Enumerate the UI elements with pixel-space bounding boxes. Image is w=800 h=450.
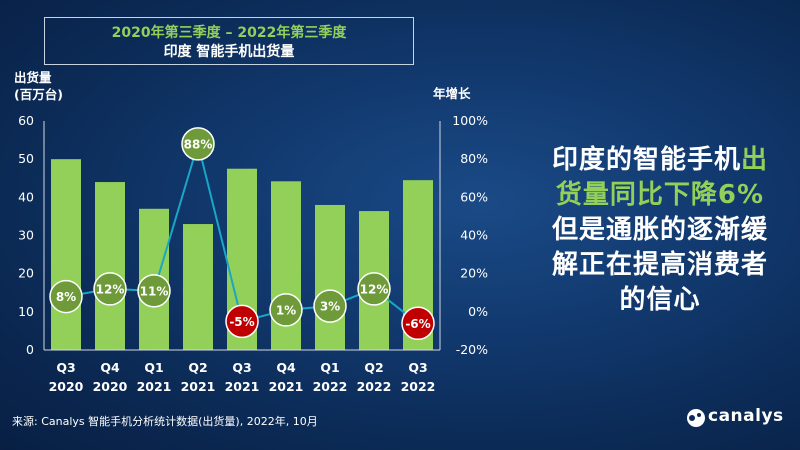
x-tick-label-year: 2021 [225,379,260,394]
growth-marker [93,272,127,306]
x-tick-label: Q1 [144,360,163,375]
y-tick-label: 30 [18,228,34,243]
growth-label: -5% [229,315,254,329]
canalys-logo-icon [687,409,705,427]
x-tick-label: Q3 [408,360,427,375]
y2-tick-label: 100% [452,113,488,128]
y-axis-title-line2: (百万台) [14,87,63,102]
x-tick-label: Q2 [364,360,383,375]
headline-part1: 印度的智能手机 [551,145,741,175]
x-tick-label-year: 2021 [137,379,172,394]
chart-title: 2020年第三季度 – 2022年第三季度 [111,25,347,41]
growth-label: 1% [276,303,296,317]
x-tick-label: Q1 [320,360,339,375]
bar [183,224,213,350]
chart-subtitle: 印度 智能手机出货量 [163,44,295,60]
y2-tick-label: 0% [468,304,488,319]
y-tick-label: 10 [18,304,34,319]
logo-text: canalys [708,406,784,426]
x-tick-label-year: 2022 [357,379,392,394]
x-tick-label: Q4 [100,360,120,375]
bar [51,159,81,350]
chart-title-box: 2020年第三季度 – 2022年第三季度 印度 智能手机出货量 [44,17,414,65]
y2-tick-label: 40% [460,228,488,243]
y-tick-label: 0 [26,342,34,357]
growth-label: 8% [56,290,76,304]
x-tick-label: Q2 [188,360,207,375]
y-tick-label: 60 [18,113,34,128]
y-axis-title: 出货量 (百万台) [14,69,63,103]
growth-label: -6% [405,317,430,331]
y2-tick-label: 20% [460,266,488,281]
x-tick-label: Q4 [276,360,296,375]
y2-tick-label: -20% [456,342,488,357]
x-tick-label-year: 2022 [401,379,436,394]
x-tick-label-year: 2021 [181,379,216,394]
headline-part6: 的信心 [619,285,701,315]
x-tick-label-year: 2020 [49,379,84,394]
growth-marker [313,289,347,323]
growth-marker [401,306,435,341]
source-note: 来源: Canalys 智能手机分析统计数据(出货量), 2022年, 10月 [12,415,318,428]
x-tick-label-year: 2022 [313,379,348,394]
y2-tick-label: 60% [460,189,488,204]
headline-text: 印度的智能手机出 货量同比下降6% 但是通胀的逐渐缓 解正在提高消费者 的信心 [525,143,795,318]
x-tick-label: Q3 [232,360,251,375]
x-tick-label-year: 2021 [269,379,304,394]
bar [95,182,125,350]
y2-tick-label: 80% [460,151,488,166]
growth-marker [49,279,83,314]
growth-label: 12% [96,282,125,296]
headline-part4: 但是通胀的逐渐缓 [551,215,768,245]
headline-part5: 解正在提高消费者 [551,250,768,280]
growth-label: 88% [184,137,213,151]
y-tick-label: 20 [18,266,34,281]
headline-part2: 出 [741,145,769,175]
y2-axis-title: 年增长 [433,86,471,101]
y-tick-label: 40 [18,189,34,204]
x-tick-label: Q3 [56,360,75,375]
growth-label: 3% [320,300,340,314]
y-tick-label: 50 [18,151,34,166]
growth-marker [181,127,215,161]
growth-marker [137,274,171,308]
headline-part3: 货量同比下降6% [555,180,765,210]
y-axis-title-line1: 出货量 [14,70,52,85]
growth-label: 12% [360,282,389,296]
x-tick-label-year: 2020 [93,379,128,394]
bar [315,204,345,350]
growth-label: 11% [140,284,169,298]
growth-marker [225,304,259,339]
growth-marker [269,293,303,327]
growth-marker [357,272,391,306]
